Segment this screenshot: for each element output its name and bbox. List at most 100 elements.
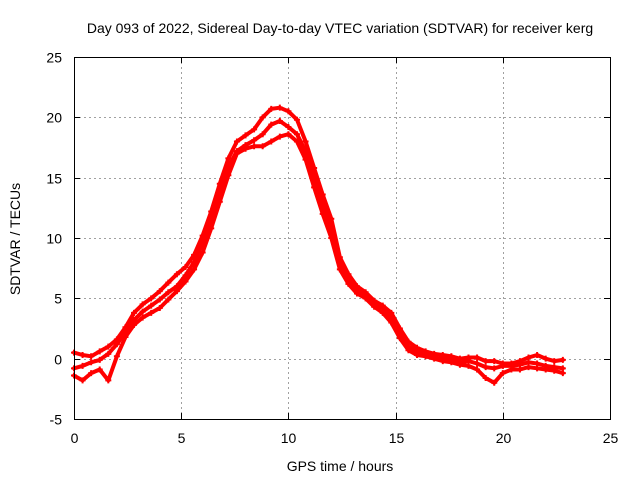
data-point xyxy=(534,352,541,359)
data-point xyxy=(139,314,146,321)
data-point xyxy=(491,358,498,365)
data-point xyxy=(79,362,86,369)
chart-title: Day 093 of 2022, Sidereal Day-to-day VTE… xyxy=(87,20,593,36)
x-tick-label: 25 xyxy=(603,430,619,446)
series-line xyxy=(72,105,565,366)
data-point xyxy=(525,364,532,371)
axis-ticks xyxy=(74,57,611,420)
data-point xyxy=(551,358,558,365)
data-point xyxy=(534,365,541,372)
data-point xyxy=(165,289,172,296)
data-point xyxy=(414,352,421,359)
data-point xyxy=(208,225,215,232)
x-tick-label: 0 xyxy=(71,430,79,446)
data-point xyxy=(285,123,292,130)
data-point xyxy=(148,295,155,302)
data-point xyxy=(233,138,240,145)
data-point xyxy=(131,309,138,316)
data-point xyxy=(422,353,429,360)
data-point xyxy=(516,366,523,373)
data-point xyxy=(259,131,266,138)
data-point xyxy=(251,143,258,150)
data-point xyxy=(148,302,155,309)
data-point xyxy=(259,114,266,121)
data-point xyxy=(396,335,403,342)
y-tick-label: 5 xyxy=(54,291,62,307)
data-point xyxy=(276,104,283,111)
data-point xyxy=(345,280,352,287)
y-tick-label: 25 xyxy=(46,50,62,66)
data-point xyxy=(362,295,369,302)
series-trace-c xyxy=(71,131,566,386)
data-point xyxy=(508,366,515,373)
data-point xyxy=(242,132,249,139)
data-point xyxy=(105,377,112,384)
x-axis-label: GPS time / hours xyxy=(287,458,394,474)
y-tick-labels: -5 0 5 10 15 20 25 xyxy=(46,50,62,428)
data-point xyxy=(156,288,163,295)
data-point xyxy=(156,296,163,303)
data-point xyxy=(113,341,120,348)
data-point xyxy=(139,301,146,308)
data-point xyxy=(96,366,103,373)
data-point xyxy=(233,150,240,157)
data-point xyxy=(354,290,361,297)
data-point xyxy=(165,279,172,286)
data-point xyxy=(268,138,275,145)
data-point xyxy=(199,249,206,256)
data-point xyxy=(88,370,95,377)
data-point xyxy=(131,321,138,328)
data-point xyxy=(268,105,275,112)
data-point xyxy=(302,138,309,145)
x-tick-label: 20 xyxy=(496,430,512,446)
data-point xyxy=(216,198,223,205)
y-tick-label: 0 xyxy=(54,352,62,368)
data-point xyxy=(319,210,326,217)
data-point xyxy=(173,271,180,278)
data-point xyxy=(251,126,258,133)
data-point xyxy=(96,356,103,363)
data-point xyxy=(113,353,120,360)
data-point xyxy=(311,184,318,191)
data-point xyxy=(474,360,481,367)
data-point xyxy=(173,288,180,295)
data-point xyxy=(379,309,386,316)
y-tick-label: 20 xyxy=(46,110,62,126)
data-point xyxy=(156,304,163,311)
data-point xyxy=(328,235,335,241)
data-point xyxy=(456,361,463,368)
data-point xyxy=(482,364,489,371)
data-point xyxy=(251,137,258,144)
data-point xyxy=(491,379,498,386)
data-point xyxy=(259,143,266,150)
data-point xyxy=(88,359,95,366)
data-point xyxy=(105,343,112,350)
data-point xyxy=(276,133,283,140)
data-point xyxy=(182,263,189,270)
data-point xyxy=(431,355,438,362)
data-point xyxy=(482,374,489,381)
x-tick-labels: 0 5 10 15 20 25 xyxy=(71,430,619,446)
data-point xyxy=(105,350,112,357)
data-point xyxy=(276,117,283,124)
data-point xyxy=(191,266,198,273)
data-point xyxy=(405,347,412,354)
series-layer xyxy=(71,104,566,386)
data-point xyxy=(465,362,472,369)
series-line xyxy=(72,119,565,371)
data-point xyxy=(293,116,300,123)
y-axis-label: SDTVAR / TECUs xyxy=(7,183,23,295)
data-point xyxy=(542,366,549,373)
data-point xyxy=(182,278,189,285)
data-point xyxy=(79,352,86,359)
data-point xyxy=(293,138,300,145)
data-point xyxy=(482,358,489,365)
data-point xyxy=(285,131,292,138)
data-point xyxy=(293,131,300,138)
data-point xyxy=(79,377,86,384)
data-point xyxy=(474,354,481,361)
data-point xyxy=(499,370,506,377)
y-tick-label: -5 xyxy=(50,412,63,428)
data-point xyxy=(122,333,129,340)
data-point xyxy=(551,367,558,374)
